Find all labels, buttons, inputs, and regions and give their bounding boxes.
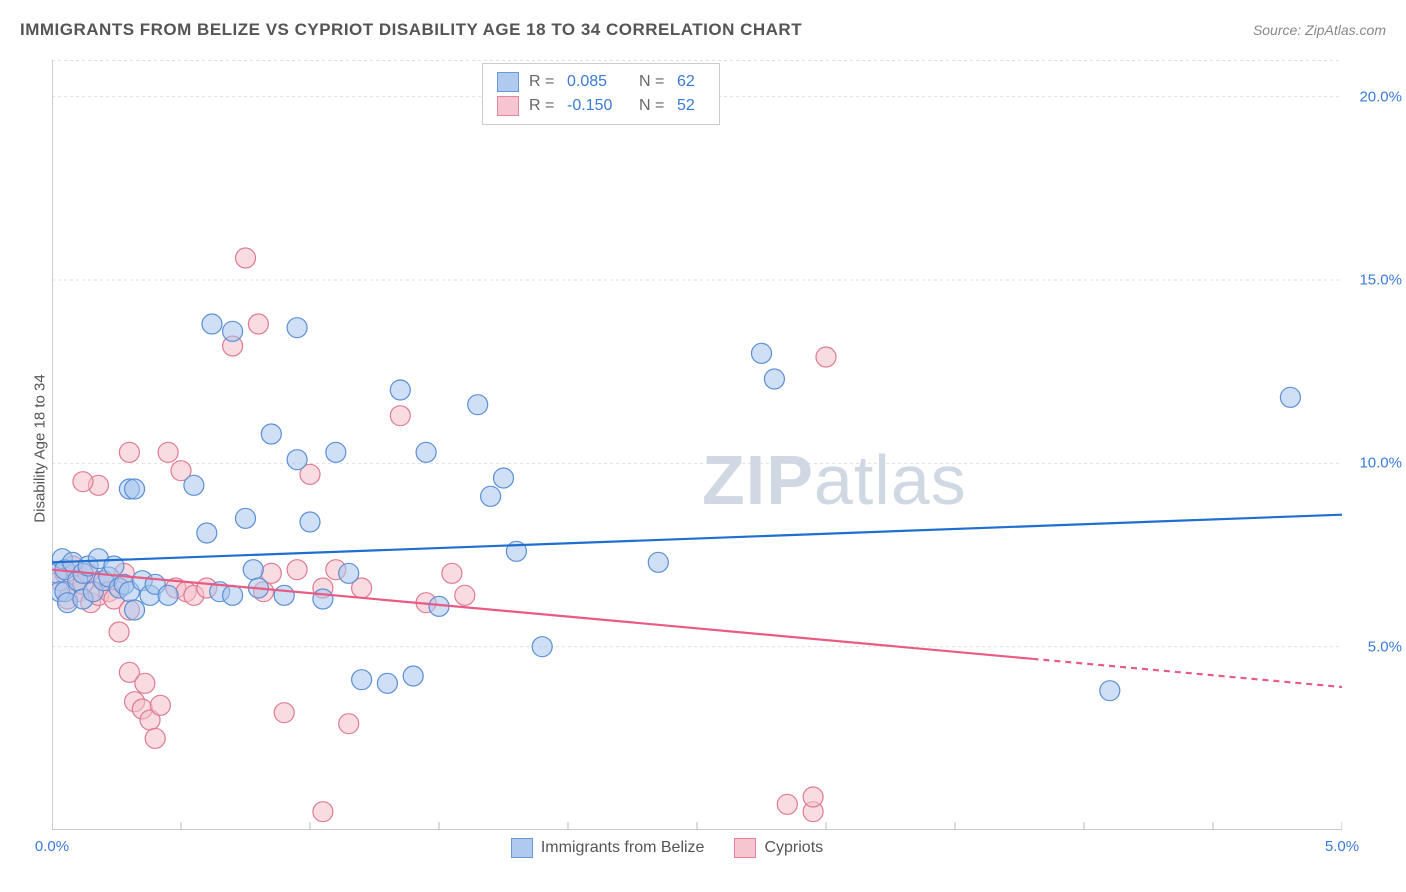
legend-n-label: N = [639, 97, 667, 115]
legend-label-0: Immigrants from Belize [541, 839, 705, 857]
legend-stats-row-0: R = 0.085 N = 62 [497, 70, 705, 94]
legend-r-label: R = [529, 73, 557, 91]
y-tick-label: 15.0% [1359, 272, 1402, 289]
legend-label-1: Cypriots [764, 839, 823, 857]
legend-item-1: Cypriots [734, 838, 823, 858]
scatter-plot: ZIPatlas R = 0.085 N = 62 R = -0.150 N =… [52, 60, 1342, 830]
chart-title: IMMIGRANTS FROM BELIZE VS CYPRIOT DISABI… [20, 20, 802, 39]
legend-item-0: Immigrants from Belize [511, 838, 705, 858]
chart-header: IMMIGRANTS FROM BELIZE VS CYPRIOT DISABI… [20, 20, 1386, 44]
legend-n-value-0: 62 [677, 73, 705, 91]
legend-stats-row-1: R = -0.150 N = 52 [497, 94, 705, 118]
y-tick-label: 5.0% [1368, 638, 1402, 655]
legend-r-label: R = [529, 97, 557, 115]
legend-r-value-1: -0.150 [567, 97, 629, 115]
x-tick-label: 0.0% [35, 838, 69, 855]
y-tick-label: 10.0% [1359, 455, 1402, 472]
x-tick-label: 5.0% [1325, 838, 1359, 855]
legend-r-value-0: 0.085 [567, 73, 629, 91]
y-axis-label-wrap: Disability Age 18 to 34 [10, 0, 40, 892]
legend-swatch-1 [497, 96, 519, 116]
y-axis-label: Disability Age 18 to 34 [32, 349, 49, 549]
y-tick-label: 20.0% [1359, 88, 1402, 105]
legend-swatch-b1 [734, 838, 756, 858]
legend-swatch-b0 [511, 838, 533, 858]
chart-source: Source: ZipAtlas.com [1253, 22, 1386, 38]
legend-series: Immigrants from Belize Cypriots [52, 838, 1282, 858]
legend-n-value-1: 52 [677, 97, 705, 115]
legend-stats: R = 0.085 N = 62 R = -0.150 N = 52 [482, 63, 720, 125]
plot-svg [52, 60, 1342, 830]
legend-swatch-0 [497, 72, 519, 92]
legend-n-label: N = [639, 73, 667, 91]
